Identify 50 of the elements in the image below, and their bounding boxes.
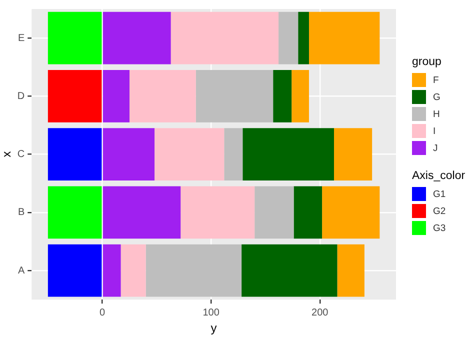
y-axis-title: x: [0, 151, 14, 158]
bar: [48, 12, 102, 64]
bar: [224, 128, 243, 180]
y-tick-label: B: [18, 207, 25, 218]
bar: [48, 244, 102, 297]
bar: [170, 12, 279, 64]
bar: [120, 244, 146, 297]
x-tick-label: 0: [100, 307, 106, 318]
bar: [48, 186, 102, 239]
legend-label: H: [433, 108, 440, 120]
y-tick-label: E: [18, 32, 25, 44]
legend-label: G3: [433, 222, 446, 234]
bar: [102, 12, 171, 64]
bar: [48, 70, 102, 122]
bar: [146, 244, 242, 297]
legend-label: F: [433, 74, 439, 86]
bar: [102, 186, 181, 239]
x-tick-label: 200: [312, 307, 329, 318]
bar: [102, 70, 130, 122]
legend-label: I: [433, 126, 436, 136]
legend-label: J: [433, 142, 438, 154]
y-tick-label: A: [18, 265, 25, 276]
bar: [334, 128, 372, 180]
y-tick-label: C: [17, 149, 25, 160]
legend-label: G2: [433, 206, 446, 216]
text: group: [412, 56, 442, 68]
bar: [308, 12, 380, 64]
y-tick-label: D: [17, 90, 25, 102]
bar: [254, 186, 294, 239]
bar: [322, 186, 380, 239]
bar: [337, 244, 364, 297]
legend-label: G1: [433, 188, 446, 200]
bar: [298, 12, 309, 64]
x-tick-label: 100: [202, 307, 220, 318]
bar: [292, 70, 309, 122]
bar: [278, 12, 298, 64]
x-axis-title: y: [210, 321, 217, 336]
legend-label: G: [433, 92, 440, 102]
bar: [102, 244, 121, 297]
bar: [242, 244, 338, 297]
bar: [48, 128, 102, 180]
bar: [242, 128, 334, 180]
bar: [196, 70, 274, 122]
bar: [102, 128, 155, 180]
bar: [294, 186, 322, 239]
text: Axis_color: [412, 170, 466, 182]
bar: [273, 70, 292, 122]
bar: [180, 186, 255, 239]
bar: [130, 70, 196, 122]
bar: [154, 128, 224, 180]
